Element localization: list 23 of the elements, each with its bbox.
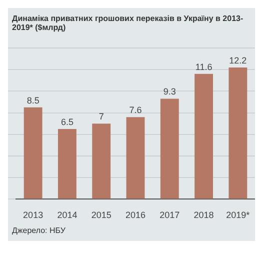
x-tick-label: 2013 [23,210,44,220]
x-tick-label: 2019* [226,210,250,220]
bar [92,124,111,199]
data-label: 11.6 [195,62,212,72]
data-label: 7 [98,112,104,122]
data-label: 9.3 [163,86,176,97]
bar [228,67,248,199]
text: Джерело: НБУ [11,225,66,237]
x-tick-label: 2018 [194,210,214,220]
data-label: 12.2 [229,55,247,66]
chart-title: Динаміка приватних грошових переказів в Україну в 2013-2019* ($млрд) [11,13,244,34]
bar [160,98,179,199]
x-tick-label: 2015 [91,210,112,220]
bar [58,129,76,199]
x-tick-label: 2017 [160,210,180,220]
x-tick-label: 2014 [57,210,78,220]
x-tick-label: 2016 [125,210,146,220]
data-label: 7.6 [129,105,142,116]
bar [126,117,145,199]
data-label: 8.5 [26,95,40,106]
bar [194,74,214,199]
bar [24,107,42,199]
data-label: 6.5 [60,116,74,127]
